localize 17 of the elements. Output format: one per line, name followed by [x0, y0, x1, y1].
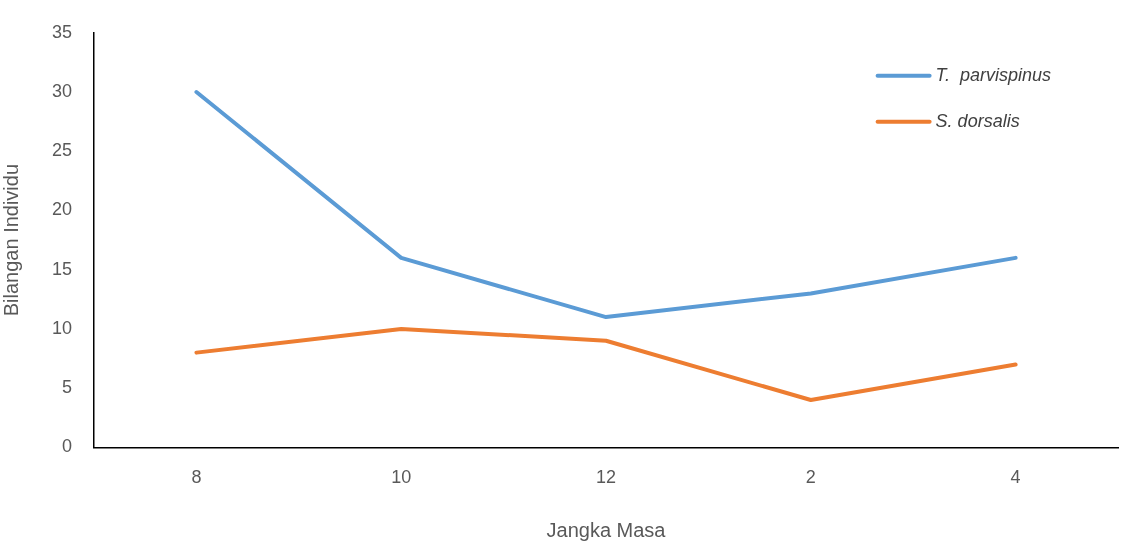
y-tick-label: 0 [62, 436, 73, 457]
y-tick-label: 35 [51, 21, 73, 42]
x-tick-label: 8 [191, 467, 202, 488]
y-axis-title: Bilangan Individu [0, 163, 22, 317]
x-axis-title: Jangka Masa [546, 518, 667, 541]
y-tick-label: 30 [51, 81, 73, 101]
y-tick-label: 20 [51, 199, 73, 220]
x-tick-label: 2 [805, 467, 816, 488]
y-tick-label: 25 [51, 140, 73, 161]
y-tick-label: 10 [51, 317, 73, 338]
legend-label: S. dorsalis [935, 110, 1020, 131]
x-tick-label: 4 [1010, 467, 1021, 488]
x-tick-label: 10 [391, 467, 412, 488]
y-tick-label: 5 [62, 377, 73, 398]
y-tick-label: 15 [51, 258, 73, 279]
legend-label: T. parvispinus [935, 64, 1052, 85]
x-tick-label: 12 [596, 467, 617, 488]
